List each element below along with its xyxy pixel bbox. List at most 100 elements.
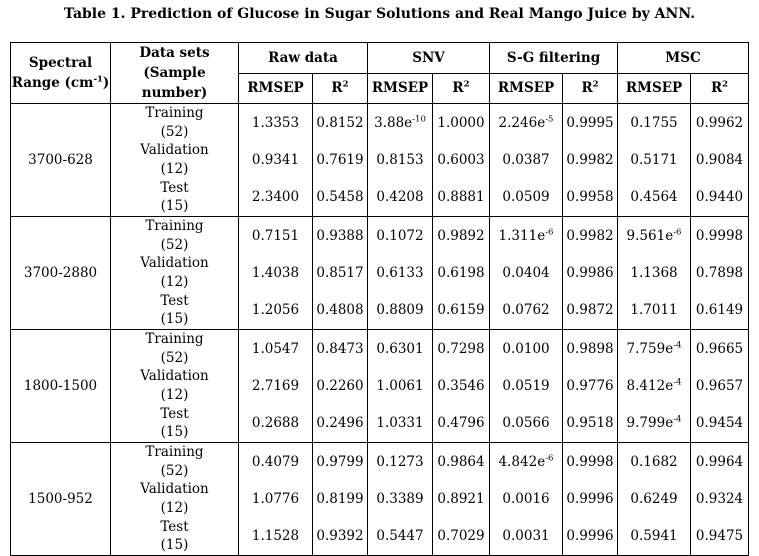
dataset-label: (12)	[160, 274, 189, 290]
snv-rmsep-cell: 0.1072 0.6133 0.8809	[367, 216, 433, 330]
value: 0.0404	[502, 264, 550, 281]
dataset-label: Validation	[140, 368, 209, 385]
data-sets-cell: Training (52) Validation (12) Test (15)	[110, 329, 239, 443]
msc-rmsep-cell: 7.759e-4 8.412e-4 9.799e-4	[617, 329, 692, 443]
value: 0.0509	[502, 188, 550, 205]
value: 0.9982	[566, 151, 614, 168]
raw-rmsep-cell: 1.3353 0.9341 2.3400	[238, 103, 313, 217]
value: 0.6301	[376, 340, 424, 357]
header-rmsep: RMSEP	[617, 72, 692, 104]
value: 0.4796	[437, 414, 485, 431]
dataset-label: (52)	[160, 349, 189, 366]
dataset-label: Validation	[140, 142, 209, 159]
header-rmsep: RMSEP	[489, 72, 564, 104]
msc-rmsep-cell: 0.1682 0.6249 0.5941	[617, 442, 692, 556]
value: 0.0016	[502, 490, 550, 507]
value: 0.4808	[316, 301, 364, 318]
value: 0.4564	[630, 188, 678, 205]
value: 0.9864	[437, 453, 485, 470]
value: 1.0000	[437, 114, 485, 131]
dataset-label: Test	[160, 179, 189, 196]
spectral-range-cell: 1500-952	[10, 442, 111, 556]
value: 0.9392	[316, 527, 364, 544]
value: 0.9996	[566, 527, 614, 544]
raw-r2-cell: 0.8152 0.7619 0.5458	[312, 103, 368, 217]
value: 0.1682	[630, 453, 678, 470]
dataset-label: (15)	[160, 311, 189, 328]
header-group-snv: SNV	[366, 42, 491, 74]
value: 0.4079	[251, 453, 300, 470]
sg-r2-cell: 0.9998 0.9996 0.9996	[562, 442, 619, 556]
value: 0.9958	[566, 188, 614, 205]
raw-r2-cell: 0.9388 0.8517 0.4808	[312, 216, 368, 330]
value: 9.799e-4	[626, 414, 682, 431]
sg-r2-cell: 0.9982 0.9986 0.9872	[562, 216, 619, 330]
dataset-label: (12)	[160, 161, 189, 177]
value: 0.9657	[695, 377, 744, 394]
raw-rmsep-cell: 1.0547 2.7169 0.2688	[238, 329, 313, 443]
value: 0.9872	[566, 301, 614, 318]
msc-r2-cell: 0.9962 0.9084 0.9440	[690, 103, 750, 217]
value: 0.3389	[376, 490, 424, 507]
value: 0.6159	[437, 301, 485, 318]
dataset-label: Training	[145, 218, 204, 235]
spectral-range-cell: 3700-628	[10, 103, 111, 217]
value: 0.1273	[376, 453, 424, 470]
value: 0.9084	[695, 151, 744, 168]
value: 0.9982	[566, 227, 614, 244]
header-r2: R2	[431, 72, 491, 104]
value: 0.9341	[251, 151, 300, 168]
value: 0.5458	[316, 188, 364, 205]
snv-rmsep-cell: 0.1273 0.3389 0.5447	[367, 442, 433, 556]
value: 0.4208	[376, 188, 424, 205]
msc-rmsep-cell: 9.561e-6 1.1368 1.7011	[617, 216, 692, 330]
table-row: 3700-2880 Training (52) Validation (12) Test (…	[10, 216, 750, 330]
value: 0.8809	[376, 301, 424, 318]
value: 2.3400	[251, 188, 300, 205]
dataset-label: (12)	[160, 387, 189, 403]
value: 0.9440	[695, 188, 744, 205]
header-r2: R2	[312, 72, 368, 104]
dataset-label: (12)	[160, 500, 189, 516]
raw-r2-cell: 0.9799 0.8199 0.9392	[312, 442, 368, 556]
value: 1.311e-6	[498, 227, 554, 244]
dataset-label: Training	[145, 331, 204, 348]
value: 1.3353	[251, 114, 300, 131]
value: 0.7898	[695, 264, 744, 281]
header-rmsep: RMSEP	[238, 72, 313, 104]
dataset-label: (15)	[160, 424, 189, 441]
value: 0.6149	[695, 301, 744, 318]
sg-r2-cell: 0.9898 0.9776 0.9518	[562, 329, 619, 443]
sg-rmsep-cell: 4.842e-6 0.0016 0.0031	[489, 442, 564, 556]
value: 0.7619	[316, 151, 364, 168]
value: 0.6133	[376, 264, 424, 281]
value: 0.2260	[316, 377, 364, 394]
value: 0.9996	[566, 490, 614, 507]
value: 0.9475	[695, 527, 744, 544]
msc-r2-cell: 0.9964 0.9324 0.9475	[690, 442, 750, 556]
value: 0.9388	[316, 227, 364, 244]
header-group-sg: S-G filtering	[489, 42, 619, 74]
value: 9.561e-6	[626, 227, 682, 244]
value: 0.7298	[437, 340, 485, 357]
snv-r2-cell: 0.9864 0.8921 0.7029	[431, 442, 491, 556]
dataset-label: Test	[160, 518, 189, 535]
value: 0.9518	[566, 414, 614, 431]
value: 1.1368	[630, 264, 678, 281]
dataset-label: Training	[145, 444, 204, 461]
value: 0.8881	[437, 188, 485, 205]
raw-r2-cell: 0.8473 0.2260 0.2496	[312, 329, 368, 443]
value: 0.3546	[437, 377, 485, 394]
value: 0.7029	[437, 527, 485, 544]
msc-rmsep-cell: 0.1755 0.5171 0.4564	[617, 103, 692, 217]
sg-rmsep-cell: 0.0100 0.0519 0.0566	[489, 329, 564, 443]
snv-r2-cell: 1.0000 0.6003 0.8881	[431, 103, 491, 217]
dataset-label: Test	[160, 405, 189, 422]
value: 0.0566	[502, 414, 550, 431]
value: 0.9998	[566, 453, 614, 470]
value: 0.5941	[630, 527, 678, 544]
value: 0.0519	[502, 377, 550, 394]
table-row: 1800-1500 Training (52) Validation (12) Test (…	[10, 329, 750, 443]
header-rmsep: RMSEP	[367, 72, 433, 104]
sg-rmsep-cell: 1.311e-6 0.0404 0.0762	[489, 216, 564, 330]
